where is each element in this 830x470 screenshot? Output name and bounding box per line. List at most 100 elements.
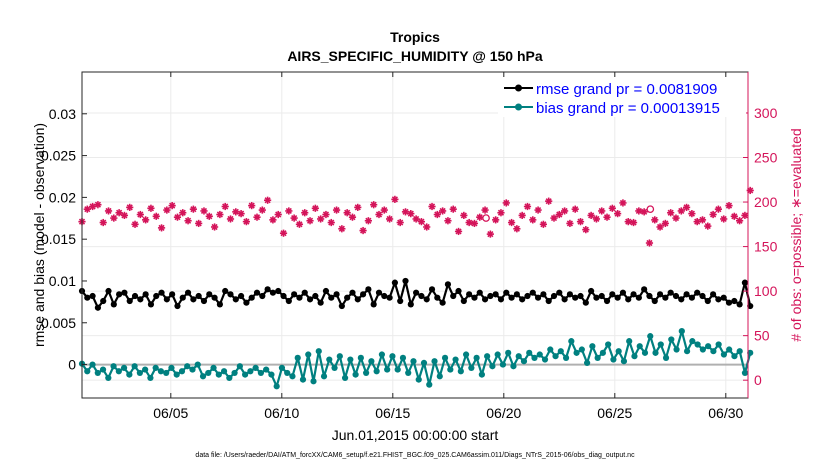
obs-evaluated-marker [555,210,563,219]
asterisk-stroke [476,214,483,221]
rmse-point [662,294,669,301]
obs-evaluated-marker [258,206,266,214]
obs-evaluated-marker [704,222,712,230]
asterisk-stroke [100,219,107,226]
obs-evaluated-marker [253,213,261,221]
obs-evaluated-marker [502,199,510,207]
bias-point [705,343,712,350]
legend-bias-label: bias grand pr = 0.00013915 [536,100,720,117]
obs-evaluated-marker [412,215,420,223]
asterisk-stroke [736,217,743,224]
rmse-point [386,294,393,301]
bias-point [120,364,128,372]
rmse-point [216,301,223,308]
rmse-point [110,301,117,308]
asterisk-stroke [296,221,303,228]
rmse-point [688,294,695,301]
left-axis-label: rmse and bias (model - observation) [31,123,47,347]
obs-evaluated-marker [301,209,309,217]
bias-point [552,353,559,360]
obs-evaluated-marker [152,212,160,220]
asterisk-stroke [566,220,573,227]
bias-point [462,351,470,358]
bias-point [294,354,301,361]
obs-evaluated-marker [725,202,733,210]
obs-evaluated-marker [131,220,139,228]
obs-evaluated-marker [529,216,537,224]
obs-evaluated-marker [497,209,505,217]
bias-point [726,346,733,353]
rmse-point [359,291,367,298]
bias-point [252,364,259,372]
bias-point [626,338,633,345]
obs-evaluated-marker [576,218,585,226]
bias-point [562,354,570,361]
bias-point [320,373,328,380]
asterisk-stroke [402,208,409,215]
obs-evaluated-marker [375,210,383,219]
obs-evaluated-marker [444,217,452,225]
bias-point [662,354,670,361]
rmse-point [720,294,727,301]
obs-evaluated-marker [513,225,521,233]
bias-point [494,351,501,358]
rmse-point [105,287,112,295]
obs-evaluated-marker [195,219,203,228]
asterisk-stroke [216,211,223,218]
obs-evaluated-marker [507,218,516,227]
asterisk-stroke [715,206,722,213]
obs-evaluated-marker [317,215,325,223]
bias-point [457,368,464,375]
rmse-point [487,292,494,300]
obs-evaluated-marker [354,203,362,211]
obs-evaluated-marker [439,207,447,215]
asterisk-stroke [232,208,239,215]
bias-point [747,349,754,356]
asterisk-stroke [466,219,473,226]
bias-point [683,348,691,355]
bias-point [178,368,186,375]
bias-point [110,363,117,370]
bias-point [84,368,91,375]
rmse-point [566,291,574,298]
bias-point [289,373,296,380]
asterisk-stroke [545,198,552,205]
right-tick-label: 200 [754,194,778,210]
rmse-point [269,289,277,296]
asterisk-stroke [519,212,526,219]
bias-point [257,369,264,377]
asterisk-stroke [200,207,208,215]
right-tick-label: 300 [754,105,778,121]
bias-point [578,346,585,353]
rmse-point [614,294,621,301]
rmse-point [481,296,489,303]
bias-point [584,359,591,366]
obs-evaluated-marker [545,197,553,205]
bias-point [484,353,491,360]
asterisk-stroke [678,207,685,215]
right-axis-label: # of obs: o=possible; ∗=evaluated [788,128,804,341]
rmse-point [545,297,552,305]
asterisk-stroke [503,199,510,207]
asterisk-stroke [572,206,579,213]
bias-point [641,349,649,356]
bias-point [368,358,375,365]
bias-point [426,381,433,388]
asterisk-stroke [593,215,600,223]
obs-evaluated-marker [481,206,489,214]
asterisk-stroke [291,214,298,222]
rmse-point [747,302,754,310]
asterisk-stroke [169,202,176,209]
bias-point [363,369,370,377]
bias-point [357,354,364,361]
obs-evaluated-marker [157,224,166,232]
bias-point [431,358,438,365]
bias-point [526,349,533,356]
rmse-point [116,291,123,298]
asterisk-stroke [253,214,261,221]
obs-evaluated-marker [359,226,367,235]
bias-point [557,348,564,355]
obs-evaluated-marker [571,205,579,213]
asterisk-stroke [275,211,282,218]
